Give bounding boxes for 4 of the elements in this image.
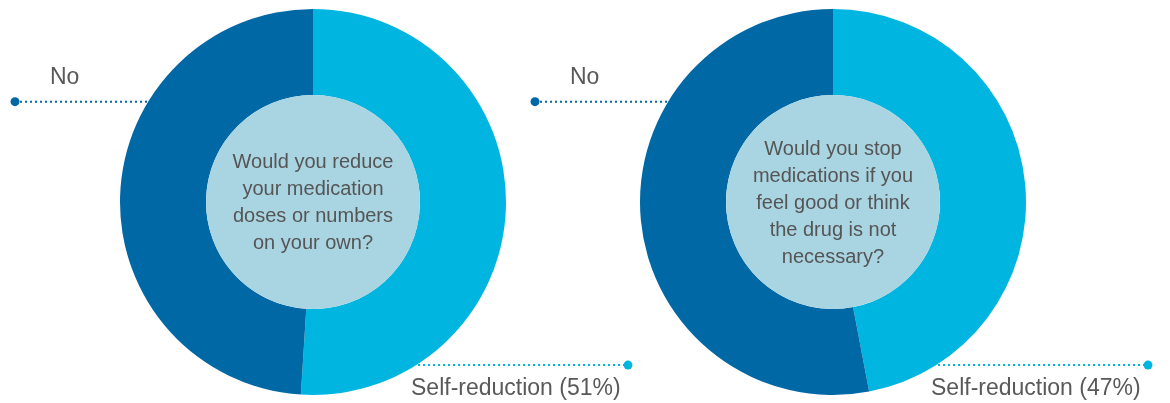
legend-label: Self-reduction (47%) bbox=[931, 374, 1141, 401]
slice-label: No bbox=[50, 62, 80, 89]
legend-label: Self-reduction (51%) bbox=[411, 374, 621, 401]
slice-label: No bbox=[570, 62, 600, 89]
